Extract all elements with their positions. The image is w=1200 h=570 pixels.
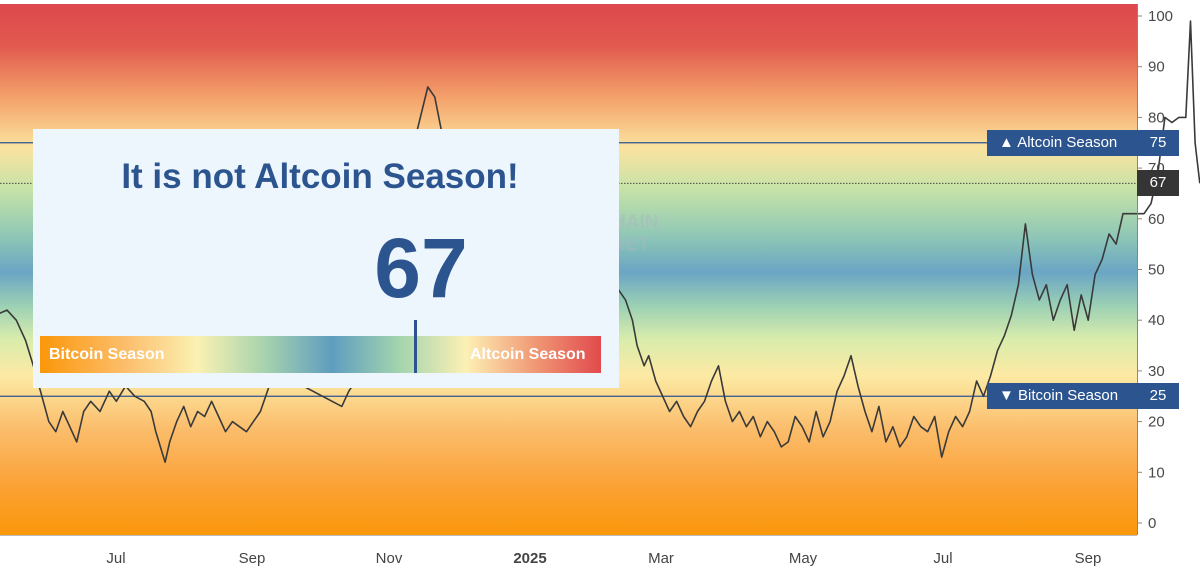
current-value-tag: 67 bbox=[1137, 170, 1179, 197]
y-tick-label: 90 bbox=[1148, 59, 1165, 76]
x-tick-label: 2025 bbox=[513, 550, 546, 567]
x-tick-label: Mar bbox=[648, 550, 674, 567]
y-tick-label: 20 bbox=[1148, 414, 1165, 431]
watermark-line-2: NET bbox=[612, 234, 650, 255]
altcoin-season-value-tag: 75 bbox=[1137, 129, 1179, 156]
x-tick-label: Jul bbox=[106, 550, 125, 567]
x-tick-label: Sep bbox=[1075, 550, 1102, 567]
watermark-line-1: HAIN bbox=[612, 212, 659, 233]
x-tick-label: Sep bbox=[239, 550, 266, 567]
gauge-value-marker bbox=[414, 320, 418, 373]
bitcoin-season-tag-label: Bitcoin Season bbox=[1018, 387, 1119, 405]
x-tick-label: Nov bbox=[376, 550, 403, 567]
y-tick-label: 60 bbox=[1148, 211, 1165, 228]
gauge-label-bitcoin-season: Bitcoin Season bbox=[49, 346, 165, 363]
y-tick-label: 10 bbox=[1148, 464, 1165, 481]
y-tick-label: 100 bbox=[1148, 8, 1173, 25]
season-status-title: It is not Altcoin Season! bbox=[121, 157, 519, 196]
y-tick-label: 30 bbox=[1148, 363, 1165, 380]
bitcoin-season-threshold-tag: ▼ Bitcoin Season bbox=[987, 383, 1137, 410]
altcoin-season-threshold-tag: ▲ Altcoin Season bbox=[987, 129, 1137, 156]
triangle-down-icon: ▼ bbox=[999, 387, 1014, 405]
x-tick-label: Jul bbox=[933, 550, 952, 567]
y-tick-label: 80 bbox=[1148, 109, 1165, 126]
altcoin-season-tag-label: Altcoin Season bbox=[1017, 133, 1118, 151]
y-tick-label: 50 bbox=[1148, 262, 1165, 279]
y-tick-label: 40 bbox=[1148, 312, 1165, 329]
season-gauge bbox=[40, 336, 601, 373]
series-line-altcoin-index bbox=[0, 20, 1200, 464]
watermark: HAIN NET bbox=[612, 212, 658, 256]
x-axis-ticks: Jul Sep Nov 2025 Mar May Jul Sep bbox=[106, 550, 1101, 567]
season-index-value: 67 bbox=[374, 221, 468, 315]
x-tick-label: May bbox=[789, 550, 818, 567]
triangle-up-icon: ▲ bbox=[999, 133, 1014, 151]
y-tick-label: 0 bbox=[1148, 515, 1156, 532]
bitcoin-season-value-tag: 25 bbox=[1137, 383, 1179, 410]
gauge-label-altcoin-season: Altcoin Season bbox=[470, 346, 586, 363]
